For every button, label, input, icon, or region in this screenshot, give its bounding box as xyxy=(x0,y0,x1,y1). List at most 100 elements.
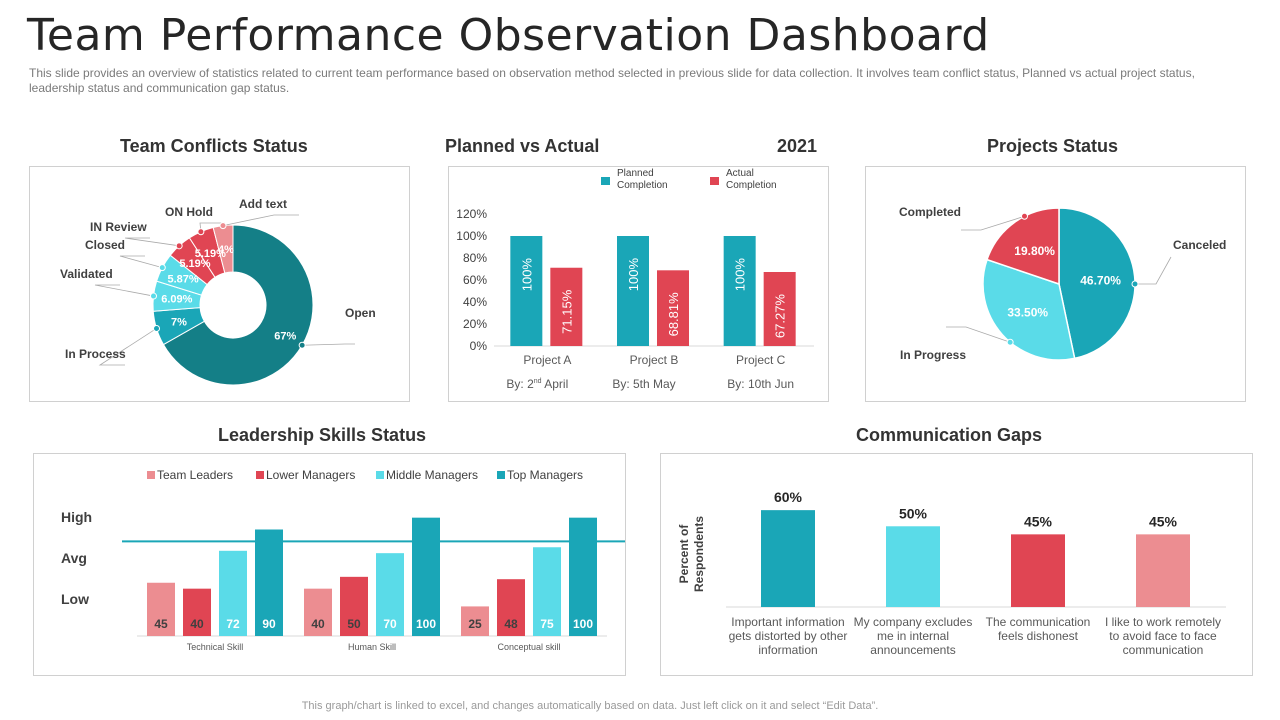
communication-bar xyxy=(886,526,940,607)
leadership-bar xyxy=(412,517,440,636)
y-axis-label: Percent of xyxy=(677,524,691,584)
page-subtitle: This slide provides an overview of stati… xyxy=(29,66,1195,95)
projects-slice-completed xyxy=(986,207,1060,286)
conflicts-leader-dot xyxy=(150,292,158,300)
communication-bar-value: 60% xyxy=(774,489,803,505)
leadership-bar xyxy=(340,576,368,636)
planned-actual-panel: Planned Completion Actual Completion 0% 20% 40… xyxy=(448,166,829,402)
projects-leader-dot xyxy=(1020,212,1028,220)
bar-value-label: 67.27% xyxy=(773,294,788,339)
projects-slice-in-progress xyxy=(982,258,1076,361)
conflicts-slice-open xyxy=(162,224,314,386)
y-level-label: Avg xyxy=(61,550,87,566)
due-date-label: By: 10th Jun xyxy=(727,377,794,391)
leadership-bar-chart: Team Leaders Lower Managers Middle Manager… xyxy=(61,468,625,652)
bar-planned xyxy=(510,236,543,346)
y-level-label: High xyxy=(61,509,92,525)
legend-label: Completion xyxy=(726,180,777,191)
x-category-label: Conceptual skill xyxy=(497,642,560,652)
x-category-label: information xyxy=(758,643,817,657)
conflicts-category-label: In Process xyxy=(65,347,126,361)
legend-label: Actual xyxy=(726,168,754,179)
legend-label: Team Leaders xyxy=(157,468,233,482)
projects-leader-dot xyxy=(1131,280,1139,288)
conflicts-leader-dot xyxy=(298,341,306,349)
conflicts-category-label: Open xyxy=(345,306,376,320)
leadership-bar xyxy=(376,553,404,636)
x-category-label: feels dishonest xyxy=(998,629,1079,643)
conflicts-leader-line xyxy=(119,255,163,268)
conflicts-category-label: IN Review xyxy=(90,220,147,234)
conflicts-leader-line xyxy=(94,284,154,297)
conflicts-value-label: 6.09% xyxy=(161,294,192,306)
leadership-title: Leadership Skills Status xyxy=(218,425,427,445)
leadership-bar-value: 48 xyxy=(504,617,518,631)
bar-actual xyxy=(657,270,689,346)
conflicts-value-label: 5.19% xyxy=(179,258,210,270)
projects-value-label: 46.70% xyxy=(1080,274,1121,288)
conflicts-leader-dot xyxy=(153,324,161,332)
x-category-label: Project A xyxy=(523,353,571,367)
conflicts-value-label: 5.87% xyxy=(167,274,198,286)
legend-label: Completion xyxy=(617,180,668,191)
leadership-bar-value: 25 xyxy=(468,617,482,631)
conflicts-leader-dot xyxy=(197,228,205,236)
conflicts-category-label: Validated xyxy=(60,267,113,281)
conflicts-title: Team Conflicts Status xyxy=(120,136,308,156)
y-axis-label: Respondents xyxy=(692,516,706,592)
leadership-bar xyxy=(219,550,247,636)
legend-swatch xyxy=(601,177,610,185)
footnote: This graph/chart is linked to excel, and… xyxy=(301,700,879,712)
projects-category-label: Completed xyxy=(899,205,961,219)
x-category-label: The communication xyxy=(986,615,1091,629)
communication-bar-chart: Percent of Respondents 60% Important inform… xyxy=(677,489,1226,657)
projects-leader-line xyxy=(1135,256,1172,285)
conflicts-leader-dot xyxy=(175,242,183,250)
x-category-label: Project B xyxy=(630,353,679,367)
x-category-label: Technical Skill xyxy=(187,642,244,652)
planned-actual-bar-chart: PlannedCompletionActualCompletion0%20%40… xyxy=(456,168,814,391)
legend-label: Top Managers xyxy=(507,468,583,482)
legend-swatch xyxy=(256,471,264,479)
planned-actual-year: 2021 xyxy=(777,136,818,156)
conflicts-leader-dot xyxy=(219,222,227,230)
projects-slice-canceled xyxy=(1058,207,1136,360)
due-date-label: By: 5th May xyxy=(612,377,675,391)
planned-actual-title: Planned vs Actual xyxy=(445,136,600,156)
projects-pie-chart: 46.70% 33.50% 19.80% Canceled In Progress Com… xyxy=(899,205,1226,362)
due-date-label: By: 2nd April xyxy=(506,377,568,391)
leadership-bar-value: 45 xyxy=(154,617,168,631)
conflicts-panel: 67% 7% 6.09% 5.87% 5.19% 5.19% 4% Open In Proces… xyxy=(29,166,410,402)
communication-bar xyxy=(1136,534,1190,607)
x-category-label: gets distorted by other xyxy=(729,629,848,643)
bar-value-label: 71.15% xyxy=(559,289,574,334)
leadership-panel: Team Leaders Lower Managers Middle Manager… xyxy=(33,453,626,676)
x-category-label: Important information xyxy=(731,615,844,629)
leadership-bar xyxy=(497,579,525,636)
conflicts-value-label: 5.19% xyxy=(195,248,226,260)
leadership-bar-value: 75 xyxy=(540,617,554,631)
projects-leader-line xyxy=(946,326,1011,343)
leadership-bar xyxy=(533,547,561,636)
communication-bar xyxy=(1011,534,1065,607)
leadership-bar xyxy=(304,588,332,636)
communication-panel: Percent of Respondents 60% Important inform… xyxy=(660,453,1253,676)
y-tick-label: 40% xyxy=(463,295,487,309)
leadership-bar-value: 100 xyxy=(573,617,593,631)
leadership-bar-value: 72 xyxy=(226,617,240,631)
bar-planned xyxy=(617,236,649,346)
projects-category-label: Canceled xyxy=(1173,238,1226,252)
communication-bar-value: 45% xyxy=(1024,513,1053,529)
y-tick-label: 60% xyxy=(463,273,487,287)
page-title: Team Performance Observation Dashboard xyxy=(27,10,990,61)
legend-swatch xyxy=(376,471,384,479)
leadership-bar xyxy=(147,582,175,636)
communication-title: Communication Gaps xyxy=(856,425,1043,445)
conflicts-value-label: 4% xyxy=(218,244,234,256)
leadership-bar xyxy=(183,588,211,636)
y-tick-label: 20% xyxy=(463,317,487,331)
projects-value-label: 33.50% xyxy=(1007,306,1048,320)
x-category-label: to avoid face to face xyxy=(1109,629,1217,643)
legend-label: Middle Managers xyxy=(386,468,478,482)
conflicts-value-label: 7% xyxy=(171,317,187,329)
